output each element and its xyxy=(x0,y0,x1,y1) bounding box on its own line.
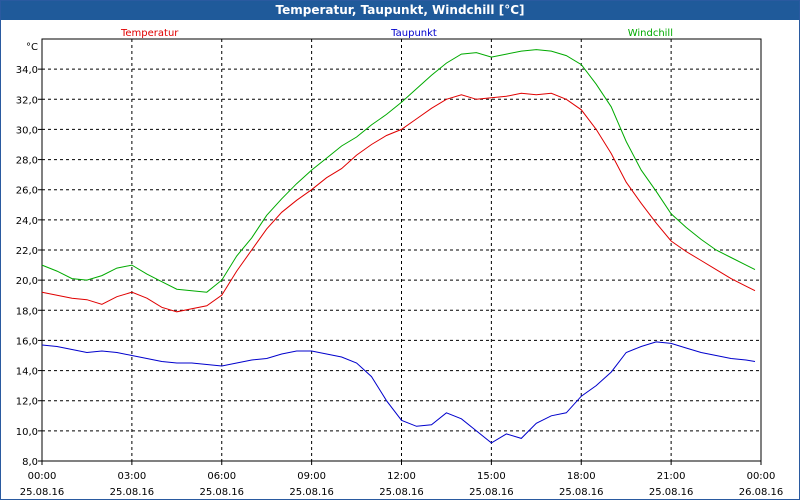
x-tick-date-label: 25.08.16 xyxy=(379,487,424,498)
x-tick-date-label: 26.08.16 xyxy=(739,487,784,498)
x-tick-date-label: 25.08.16 xyxy=(469,487,514,498)
x-tick-time-label: 03:00 xyxy=(117,471,146,482)
y-tick-label: 12,0 xyxy=(16,397,38,408)
series-line-temperatur xyxy=(41,92,756,313)
y-tick-label: 14,0 xyxy=(16,367,38,378)
legend-label-temperatur: Temperatur xyxy=(120,28,179,39)
x-tick-time-label: 09:00 xyxy=(297,471,326,482)
y-tick-label: 30,0 xyxy=(16,125,38,136)
x-tick-time-label: 12:00 xyxy=(387,471,416,482)
chart-title: Temperatur, Taupunkt, Windchill [°C] xyxy=(1,1,799,20)
x-tick-time-label: 15:00 xyxy=(477,471,506,482)
x-tick-time-label: 00:00 xyxy=(28,471,57,482)
series-line-taupunkt xyxy=(41,341,756,444)
x-tick-time-label: 21:00 xyxy=(657,471,686,482)
series-line-windchill xyxy=(41,49,756,293)
y-tick-label: 8,0 xyxy=(22,457,38,468)
x-tick-date-label: 25.08.16 xyxy=(559,487,604,498)
y-tick-label: 28,0 xyxy=(16,156,38,167)
x-tick-time-label: 00:00 xyxy=(747,471,776,482)
y-tick-label: 16,0 xyxy=(16,336,38,347)
x-tick-time-label: 18:00 xyxy=(567,471,596,482)
x-tick-date-label: 25.08.16 xyxy=(110,487,155,498)
x-tick-date-label: 25.08.16 xyxy=(20,487,65,498)
y-unit-label: °C xyxy=(26,42,38,53)
legend-label-windchill: Windchill xyxy=(628,28,673,39)
y-tick-label: 18,0 xyxy=(16,306,38,317)
x-tick-date-label: 25.08.16 xyxy=(649,487,694,498)
y-tick-label: 26,0 xyxy=(16,186,38,197)
legend-label-taupunkt: Taupunkt xyxy=(390,28,437,39)
y-tick-label: 22,0 xyxy=(16,246,38,257)
x-tick-time-label: 06:00 xyxy=(207,471,236,482)
x-tick-date-label: 25.08.16 xyxy=(289,487,334,498)
y-tick-label: 24,0 xyxy=(16,216,38,227)
y-tick-label: 10,0 xyxy=(16,427,38,438)
y-tick-label: 34,0 xyxy=(16,65,38,76)
x-tick-date-label: 25.08.16 xyxy=(199,487,244,498)
y-tick-label: 32,0 xyxy=(16,95,38,106)
y-tick-label: 20,0 xyxy=(16,276,38,287)
